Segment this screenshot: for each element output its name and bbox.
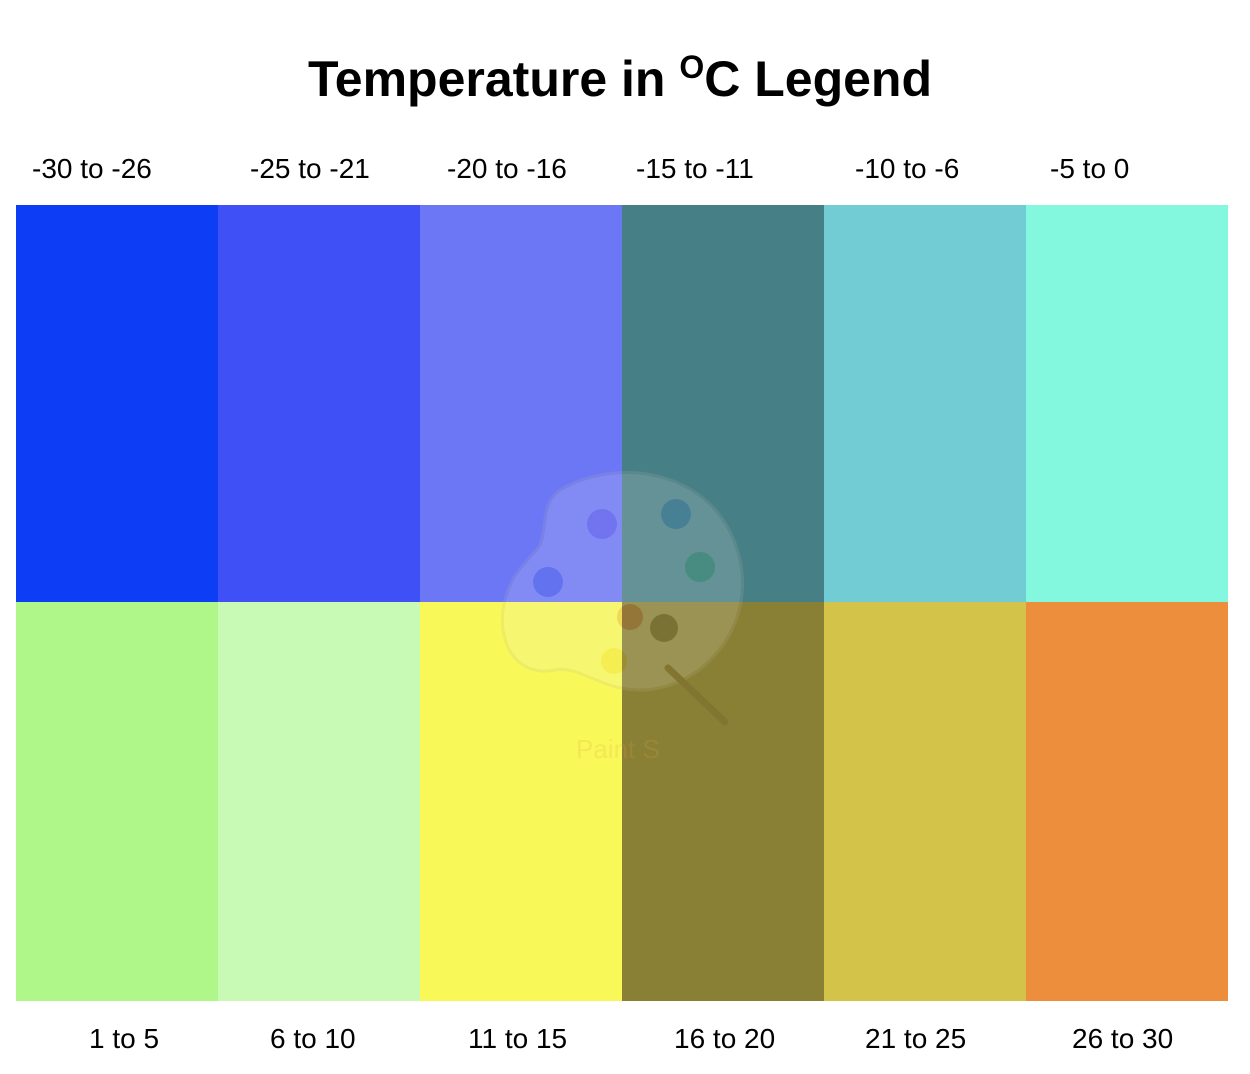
top-swatch-6: [1026, 205, 1228, 603]
bottom-swatch-5: [824, 602, 1027, 1001]
top-swatch-4: [622, 205, 825, 603]
top-swatch-3: [420, 205, 623, 603]
top-label-4: -15 to -11: [636, 153, 754, 184]
bottom-label-1: 1 to 5: [89, 1023, 160, 1054]
title-suffix: C Legend: [704, 51, 933, 107]
bottom-swatch-2: [218, 602, 421, 1001]
bottom-label-5: 21 to 25: [865, 1023, 967, 1054]
top-label-5: -10 to -6: [855, 153, 960, 184]
top-label-1: -30 to -26: [32, 153, 152, 184]
title-prefix: Temperature in: [307, 51, 680, 107]
top-swatch-5: [824, 205, 1027, 603]
bottom-label-6: 26 to 30: [1072, 1023, 1174, 1054]
bottom-swatch-1: [16, 602, 219, 1001]
bottom-swatch-6: [1026, 602, 1228, 1001]
top-label-3: -20 to -16: [447, 153, 567, 184]
watermark-text: Paint S: [576, 734, 660, 764]
legend-title: Temperature in OC Legend: [0, 44, 1240, 120]
title-degree-superscript: O: [679, 49, 705, 85]
bottom-swatch-3: [420, 602, 623, 1001]
top-label-6: -5 to 0: [1050, 153, 1130, 184]
bottom-swatch-4: [622, 602, 825, 1001]
bottom-label-4: 16 to 20: [674, 1023, 776, 1054]
top-label-2: -25 to -21: [250, 153, 370, 184]
bottom-label-3: 11 to 15: [468, 1023, 568, 1054]
bottom-label-2: 6 to 10: [270, 1023, 356, 1054]
top-swatch-1: [16, 205, 219, 603]
top-swatch-2: [218, 205, 421, 603]
